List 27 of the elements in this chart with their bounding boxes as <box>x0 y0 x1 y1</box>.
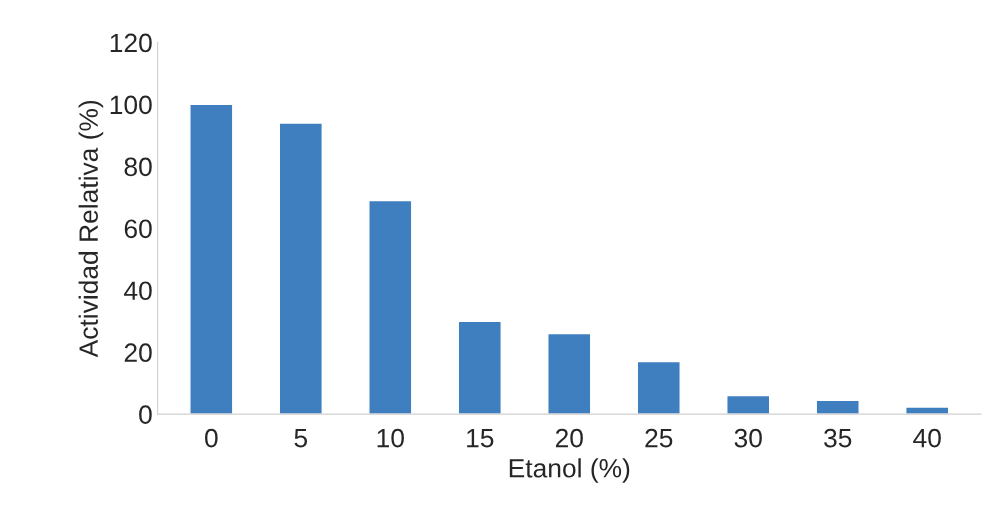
x-tick-label: 0 <box>205 428 218 448</box>
x-tick-label: 35 <box>824 428 852 448</box>
bar <box>278 122 323 415</box>
x-axis-title: Etanol (%) <box>509 458 630 483</box>
y-tick-label: 40 <box>124 281 152 301</box>
y-tick-label: 120 <box>110 33 152 53</box>
y-tick-label: 100 <box>110 95 152 115</box>
bar <box>636 360 681 415</box>
x-tick-label: 30 <box>734 428 762 448</box>
x-tick-label: 5 <box>294 429 308 448</box>
x-tick-label: 10 <box>377 428 404 448</box>
bar <box>726 394 771 415</box>
bar <box>905 406 950 415</box>
bar <box>547 332 592 415</box>
y-axis-title: Actividad Relativa (%) <box>78 100 104 358</box>
y-tick-label: 20 <box>124 343 152 363</box>
bar <box>189 103 234 415</box>
x-tick-label: 15 <box>467 429 494 448</box>
y-tick-label: 0 <box>139 405 152 424</box>
bar <box>368 199 413 415</box>
bar <box>457 320 502 415</box>
y-tick-label: 60 <box>124 219 152 239</box>
bar <box>815 399 860 415</box>
x-tick-label: 25 <box>645 428 673 448</box>
y-tick-label: 80 <box>124 157 152 177</box>
x-tick-label: 40 <box>913 428 941 448</box>
x-tick-label: 20 <box>555 428 583 448</box>
